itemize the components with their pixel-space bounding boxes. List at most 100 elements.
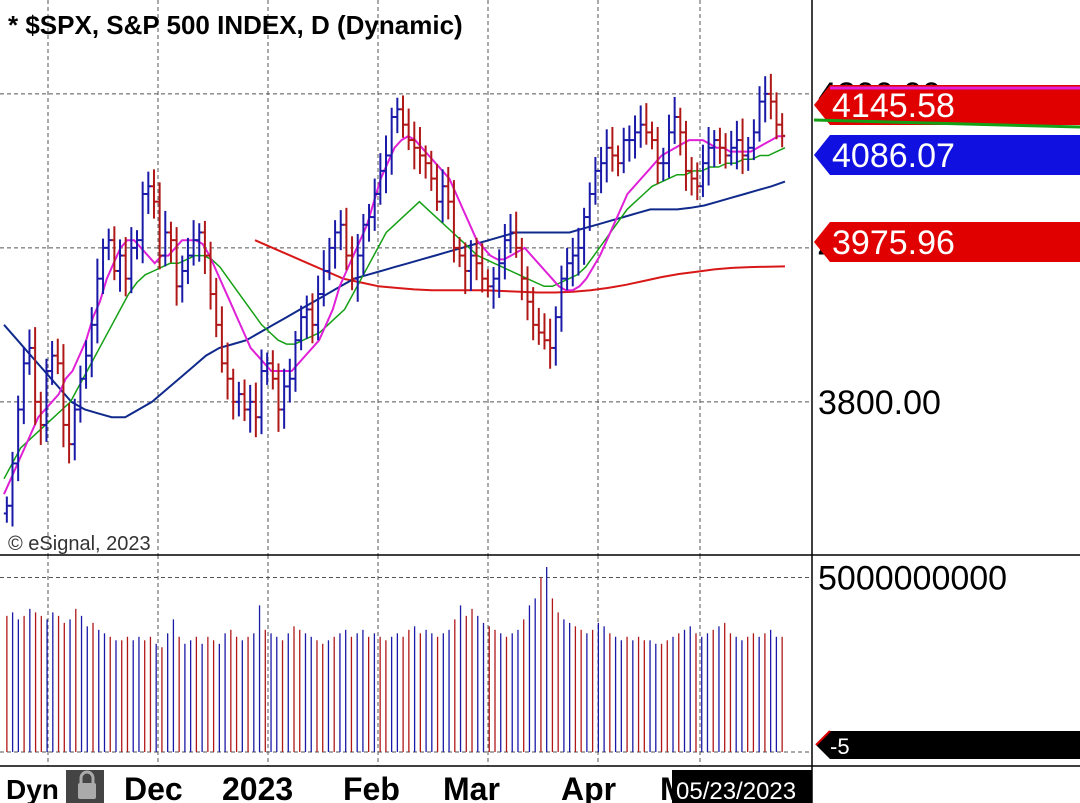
ohlc-bar	[462, 242, 469, 295]
ohlc-bar	[547, 318, 554, 369]
dyn-label[interactable]: Dyn	[6, 774, 59, 803]
ohlc-bar	[496, 249, 503, 298]
ohlc-bar	[32, 327, 39, 425]
ohlc-bar	[173, 227, 180, 306]
volume-tag-label: -5	[830, 734, 850, 759]
ohlc-bar	[309, 293, 316, 344]
ohlc-bar	[150, 169, 157, 219]
price-tag-label: 4086.07	[832, 137, 955, 175]
ohlc-bar	[15, 395, 22, 482]
time-axis: Dec2023FebMarAprM	[124, 771, 687, 803]
ohlc-bar	[575, 227, 582, 276]
ohlc-bar	[292, 331, 299, 392]
ohlc-bar	[767, 73, 774, 120]
ohlc-bar	[484, 269, 491, 298]
ohlc-bar	[609, 126, 616, 172]
ohlc-bar	[581, 207, 588, 265]
ohlc-bar	[77, 365, 84, 423]
ohlc-bar	[688, 157, 695, 196]
time-axis-label: Mar	[443, 771, 500, 803]
ohlc-bar	[558, 265, 565, 332]
ohlc-bar	[343, 207, 350, 271]
ohlc-bar	[66, 403, 73, 464]
ohlc-bar	[298, 305, 305, 351]
ohlc-bar	[716, 127, 723, 164]
ohlc-bar	[179, 255, 186, 303]
ohlc-bar	[218, 306, 225, 373]
ohlc-bar	[303, 295, 310, 339]
ohlc-bar	[632, 115, 639, 159]
ohlc-bar	[235, 381, 242, 417]
volume-tag: -5	[815, 730, 1080, 759]
time-axis-label: Dec	[124, 771, 183, 803]
volume-tag-shape	[816, 731, 1080, 759]
price-tag: 4145.58	[814, 85, 1080, 125]
ma-magenta-line	[3, 135, 785, 495]
time-axis-label: Apr	[561, 771, 616, 803]
ohlc-bar	[586, 182, 593, 231]
ohlc-bar	[3, 496, 10, 523]
ohlc-bar	[94, 258, 101, 344]
ohlc-bar	[383, 135, 390, 194]
ohlc-bar	[20, 347, 27, 425]
price-tick-label: 3800.00	[818, 384, 941, 422]
ohlc-bar	[281, 368, 288, 429]
ohlc-bar	[535, 307, 542, 345]
ohlc-bar	[699, 144, 706, 198]
ohlc-bar	[388, 107, 395, 175]
ohlc-bar	[275, 363, 282, 432]
ohlc-bar	[722, 133, 729, 169]
ohlc-bar	[54, 338, 61, 375]
ohlc-bar	[405, 108, 412, 151]
ohlc-bar	[201, 220, 208, 275]
price-tags: 4145.58 4086.07 3975.96	[813, 85, 1080, 262]
volume-bars	[6, 566, 783, 752]
ohlc-bar	[230, 368, 237, 420]
ohlc-bar	[507, 213, 514, 254]
ohlc-bar	[513, 211, 520, 258]
ohlc-bar	[207, 241, 214, 310]
ohlc-bar	[399, 95, 406, 138]
ohlc-bars	[3, 73, 786, 527]
ohlc-bar	[105, 228, 112, 261]
ohlc-bar	[762, 76, 769, 123]
ohlc-bar	[569, 237, 576, 287]
ohlc-bar	[332, 220, 339, 269]
ohlc-bar	[286, 358, 293, 403]
ohlc-bar	[122, 237, 129, 297]
ohlc-bar	[626, 125, 633, 162]
ohlc-bar	[756, 86, 763, 142]
price-tag-shape	[814, 222, 1080, 262]
ohlc-bar	[320, 250, 327, 307]
ohlc-bar	[371, 178, 378, 231]
volume-axis: 5000000000	[818, 559, 1007, 597]
volume-tick-label: 5000000000	[818, 559, 1007, 597]
ohlc-bar	[394, 97, 401, 134]
ohlc-bar	[552, 306, 559, 366]
ohlc-bar	[315, 275, 322, 341]
lock-icon[interactable]	[66, 770, 104, 803]
ohlc-bar	[43, 358, 50, 442]
ohlc-bar	[445, 167, 452, 220]
ohlc-bar	[603, 129, 610, 183]
ohlc-bar	[264, 352, 271, 385]
ohlc-bar	[779, 113, 786, 148]
ohlc-bar	[360, 213, 367, 276]
ohlc-bar	[773, 92, 780, 140]
ohlc-bar	[416, 126, 423, 174]
ohlc-bar	[728, 130, 735, 166]
ohlc-bar	[524, 266, 531, 321]
ma-green-line	[3, 147, 786, 480]
ohlc-bar	[433, 163, 440, 211]
ohlc-bar	[9, 451, 16, 527]
ohlc-bar	[366, 203, 373, 242]
chart-title: * $SPX, S&P 500 INDEX, D (Dynamic)	[8, 10, 463, 40]
ohlc-bar	[128, 227, 135, 294]
ohlc-bar	[694, 162, 701, 201]
ohlc-bar	[190, 220, 197, 266]
ohlc-bar	[139, 181, 146, 264]
ohlc-bar	[671, 96, 678, 144]
ohlc-bar	[37, 391, 44, 445]
ohlc-bar	[733, 120, 740, 170]
ohlc-bar	[643, 103, 650, 145]
